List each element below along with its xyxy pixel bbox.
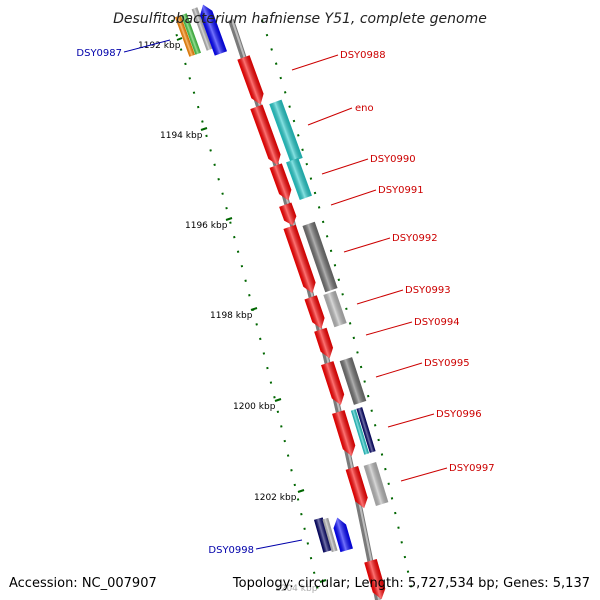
feature-shading (339, 357, 367, 405)
gene-label-leader (307, 107, 353, 126)
scale-tick-label: 1196 kbp (185, 221, 228, 231)
feature-shading (237, 55, 264, 105)
feature-shading (364, 558, 386, 600)
gene-label[interactable]: DSY0998 (208, 545, 254, 556)
scale-tick (250, 307, 258, 311)
gene-label-leader (343, 237, 391, 253)
gene-label[interactable]: DSY0987 (76, 48, 122, 59)
gene-label-leader (330, 189, 377, 206)
scale-tick-label: 1194 kbp (160, 131, 203, 141)
gene-label-leader (123, 39, 171, 53)
gene-label-leader (356, 289, 404, 305)
gene-label[interactable]: DSY0996 (436, 409, 482, 420)
feature-shading (302, 221, 338, 293)
gene-labels-layer: DSY0987 DSY0988 eno DSY0990 DSY0991 DSY0992 DS… (76, 39, 495, 556)
feature-shading (313, 517, 333, 553)
gene-label[interactable]: DSY0995 (424, 358, 470, 369)
scale-tick-label: 1192 kbp (138, 41, 181, 51)
scale-tick (274, 398, 282, 402)
gene-label[interactable]: DSY0991 (378, 185, 424, 196)
feature-shading (250, 104, 281, 166)
feature-shading (356, 407, 376, 453)
feature-shading (323, 290, 347, 328)
feature-shading (363, 462, 389, 506)
inner-dotted-ring (171, 19, 321, 600)
feature-shading (345, 466, 368, 509)
scale-tick (225, 217, 233, 221)
feature-shading (180, 13, 202, 55)
gene-label[interactable]: DSY0993 (405, 285, 451, 296)
feature-shading (314, 327, 334, 359)
scale-tick-label: 1202 kbp (254, 493, 297, 503)
feature-shading (191, 7, 213, 51)
genome-summary-text: Topology: circular; Length: 5,727,534 bp… (232, 576, 590, 591)
scale-tick (200, 127, 208, 131)
scale-tick-label: 1200 kbp (233, 402, 276, 412)
gene-label-leader (400, 467, 448, 482)
feature-shading (286, 157, 312, 201)
scale-tick-label: 1198 kbp (210, 311, 253, 321)
scale-tick-label: 1204 kbp (275, 584, 318, 594)
feature-shading (304, 295, 325, 329)
feature-shading (350, 409, 370, 455)
feature-shading (269, 99, 303, 163)
outer-dotted-ring (261, 19, 415, 600)
gene-label-leader (321, 158, 369, 175)
feature-shading (174, 15, 196, 57)
scale-ticks-layer: 1192 kbp 1194 kbp 1196 kbp 1198 kbp 1200 kbp… (138, 37, 327, 594)
gene-label-leader (387, 413, 435, 428)
gene-label[interactable]: DSY0988 (340, 50, 386, 61)
gene-label-leader (375, 362, 423, 378)
gene-label[interactable]: DSY0990 (370, 154, 416, 165)
gene-label-leader (255, 539, 303, 550)
feature-shading (279, 202, 297, 226)
gene-label[interactable]: DSY0992 (392, 233, 438, 244)
scale-tick (297, 489, 305, 493)
gene-label[interactable]: DSY0994 (414, 317, 460, 328)
feature-shading (200, 4, 228, 56)
feature-shading (283, 224, 316, 294)
feature-shading (321, 361, 345, 405)
feature-shading (333, 517, 353, 553)
feature-shading (332, 410, 356, 456)
gene-label-leader (291, 54, 339, 71)
scale-tick (176, 37, 183, 41)
feature-shading (269, 163, 292, 201)
scale-tick (319, 579, 327, 583)
accession-text: Accession: NC_007907 (9, 576, 157, 591)
map-title: Desulfitobacterium hafniense Y51, comple… (113, 11, 487, 27)
gene-features-layer (174, 4, 389, 600)
gene-label-leader (365, 321, 413, 336)
feature-shading (322, 517, 338, 553)
gene-label[interactable]: eno (355, 103, 374, 114)
gene-label[interactable]: DSY0997 (449, 463, 495, 474)
